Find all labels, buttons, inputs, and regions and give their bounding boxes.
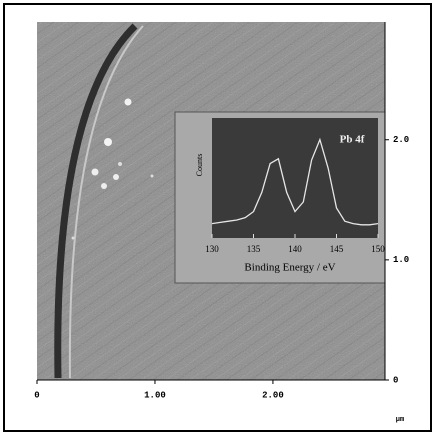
figure: Pb 4f Binding Energy / eV Counts µm 0 1.0… <box>0 0 435 435</box>
inset-x-tick-label: 130 <box>205 244 219 254</box>
inset-y-label: Counts <box>195 154 204 177</box>
inset-x-tick-label: 150 <box>371 244 385 254</box>
x-tick-label: 1.00 <box>144 390 166 400</box>
x-tick-label: 2.00 <box>262 390 284 400</box>
x-tick-label: 0 <box>34 390 39 400</box>
y-tick-label: 1.0 <box>393 255 409 265</box>
inset-x-tick-label: 135 <box>247 244 261 254</box>
unit-label: µm <box>396 416 404 424</box>
inset-x-tick-label: 145 <box>330 244 344 254</box>
y-tick-label: 0 <box>393 375 398 385</box>
inset-title: Pb 4f <box>340 134 365 146</box>
y-tick-label: 2.0 <box>393 135 409 145</box>
inset-x-label: Binding Energy / eV <box>244 262 335 274</box>
inset-x-tick-label: 140 <box>288 244 302 254</box>
